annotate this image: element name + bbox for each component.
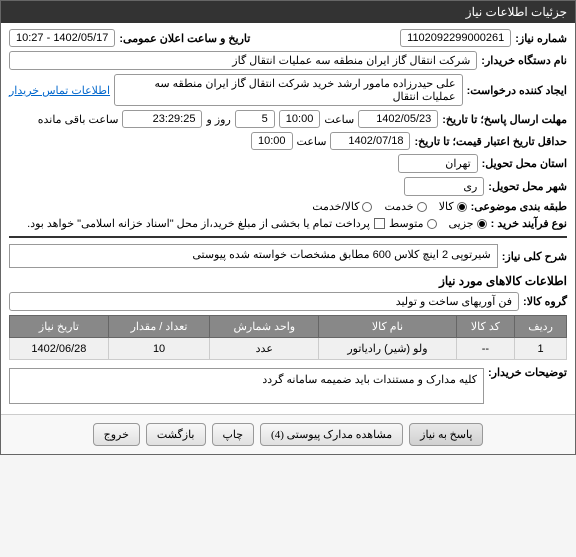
payment-note: پرداخت تمام یا بخشی از مبلغ خرید،از محل …	[27, 217, 370, 230]
panel-header: جزئیات اطلاعات نیاز	[1, 1, 575, 23]
td-qty: 10	[108, 338, 210, 360]
category-label: طبقه بندی موضوعی:	[471, 200, 567, 213]
summary-label: شرح کلی نیاز:	[502, 250, 567, 263]
td-code: --	[456, 338, 514, 360]
buyer-note-box: کلیه مدارک و مستندات باید ضمیمه سامانه گ…	[9, 368, 484, 404]
deadline-time: 10:00	[279, 110, 321, 128]
th-row: ردیف	[515, 316, 567, 338]
main-panel: جزئیات اطلاعات نیاز شماره نیاز: 11020922…	[0, 0, 576, 455]
radio-partial[interactable]: جزیی	[449, 217, 487, 230]
exit-button[interactable]: خروج	[93, 423, 140, 446]
payment-checkbox[interactable]	[374, 218, 385, 229]
th-unit: واحد شمارش	[210, 316, 319, 338]
buyer-label: نام دستگاه خریدار:	[481, 54, 567, 67]
creator-field: علی حیدرزاده مامور ارشد خرید شرکت انتقال…	[114, 74, 463, 106]
group-label: گروه کالا:	[523, 295, 567, 308]
time-label-1: ساعت	[324, 113, 354, 126]
th-date: تاریخ نیاز	[10, 316, 109, 338]
time-label-2: ساعت	[297, 135, 327, 148]
province-field: تهران	[398, 154, 478, 173]
form-section: شماره نیاز: 1102092299000261 تاریخ و ساع…	[1, 23, 575, 414]
table-row[interactable]: 1 -- ولو (شیر) رادیاتور عدد 10 1402/06/2…	[10, 338, 567, 360]
radio-dot-icon	[362, 202, 372, 212]
items-title: اطلاعات کالاهای مورد نیاز	[9, 274, 567, 288]
radio-goods-service-label: کالا/خدمت	[312, 200, 359, 213]
creator-label: ایجاد کننده درخواست:	[467, 84, 567, 97]
validity-label: حداقل تاریخ اعتبار قیمت؛ تا تاریخ:	[414, 135, 567, 148]
td-row: 1	[515, 338, 567, 360]
button-bar: پاسخ به نیاز مشاهده مدارک پیوستی (4) چاپ…	[1, 414, 575, 454]
items-table: ردیف کد کالا نام کالا واحد شمارش تعداد /…	[9, 315, 567, 360]
th-code: کد کالا	[456, 316, 514, 338]
radio-dot-icon	[477, 219, 487, 229]
divider	[9, 236, 567, 238]
radio-goods[interactable]: کالا	[439, 200, 467, 213]
remain-suffix: ساعت باقی مانده	[38, 113, 119, 126]
purchase-type-radios: جزیی متوسط	[389, 217, 487, 230]
print-button[interactable]: چاپ	[212, 423, 255, 446]
group-field: فن آوریهای ساخت و تولید	[9, 292, 519, 311]
radio-goods-service[interactable]: کالا/خدمت	[312, 200, 372, 213]
buyer-note-label: توضیحات خریدار:	[488, 366, 567, 379]
buyer-field: شرکت انتقال گاز ایران منطقه سه عملیات ان…	[9, 51, 477, 70]
remain-time: 23:29:25	[122, 110, 202, 128]
radio-service-label: خدمت	[384, 200, 413, 213]
radio-medium-label: متوسط	[389, 217, 424, 230]
deadline-date: 1402/05/23	[358, 110, 438, 128]
need-number-label: شماره نیاز:	[515, 32, 567, 45]
radio-goods-label: کالا	[439, 200, 454, 213]
city-label: شهر محل تحویل:	[488, 180, 567, 193]
day-and-label: روز و	[206, 113, 230, 126]
back-button[interactable]: بازگشت	[146, 423, 206, 446]
th-name: نام کالا	[319, 316, 456, 338]
radio-dot-icon	[417, 202, 427, 212]
need-number-field: 1102092299000261	[400, 29, 511, 47]
validity-time: 10:00	[251, 132, 293, 150]
city-field: ری	[404, 177, 484, 196]
deadline-label: مهلت ارسال پاسخ؛ تا تاریخ:	[442, 113, 567, 126]
summary-box: شیرتوپی 2 اینچ کلاس 600 مطابق مشخصات خوا…	[9, 244, 498, 268]
radio-dot-icon	[457, 202, 467, 212]
validity-date: 1402/07/18	[330, 132, 410, 150]
panel-title: جزئیات اطلاعات نیاز	[466, 5, 567, 19]
table-header-row: ردیف کد کالا نام کالا واحد شمارش تعداد /…	[10, 316, 567, 338]
contact-link[interactable]: اطلاعات تماس خریدار	[9, 84, 110, 97]
radio-service[interactable]: خدمت	[384, 200, 426, 213]
radio-partial-label: جزیی	[449, 217, 474, 230]
attachments-button[interactable]: مشاهده مدارک پیوستی (4)	[260, 423, 403, 446]
td-unit: عدد	[210, 338, 319, 360]
respond-button[interactable]: پاسخ به نیاز	[409, 423, 483, 446]
province-label: استان محل تحویل:	[482, 157, 567, 170]
category-radios: کالا خدمت کالا/خدمت	[312, 200, 466, 213]
days-remain: 5	[235, 110, 275, 128]
radio-dot-icon	[427, 219, 437, 229]
announce-field: 1402/05/17 - 10:27	[9, 29, 115, 47]
td-name: ولو (شیر) رادیاتور	[319, 338, 456, 360]
announce-label: تاریخ و ساعت اعلان عمومی:	[119, 32, 250, 45]
th-qty: تعداد / مقدار	[108, 316, 210, 338]
radio-medium[interactable]: متوسط	[389, 217, 437, 230]
purchase-type-label: نوع فرآیند خرید :	[491, 217, 567, 230]
td-date: 1402/06/28	[10, 338, 109, 360]
